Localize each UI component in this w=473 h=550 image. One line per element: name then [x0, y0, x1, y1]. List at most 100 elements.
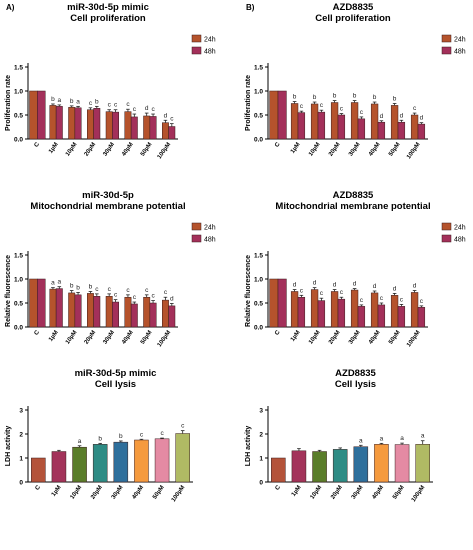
- significance-label: b: [98, 435, 102, 442]
- y-tick-label: 0.0: [14, 136, 23, 143]
- x-tick-label: 40µM: [368, 142, 382, 158]
- y-axis-label: Proliferation rate: [245, 75, 252, 131]
- legend-label: 24h: [454, 37, 466, 44]
- bar: [112, 301, 119, 328]
- chart-title-line: AZD8835: [335, 368, 376, 379]
- bar: [350, 102, 359, 140]
- y-tick-label: 0.5: [14, 112, 23, 119]
- y-tick-label: 1: [19, 455, 23, 462]
- bar: [353, 446, 369, 483]
- bar: [357, 118, 366, 140]
- bar: [49, 105, 57, 140]
- bar: [277, 278, 287, 328]
- x-tick-label: 30µM: [102, 142, 116, 158]
- bar: [310, 289, 319, 328]
- bar: [410, 114, 419, 140]
- significance-label: c: [108, 102, 112, 109]
- y-tick-label: 2: [259, 431, 263, 438]
- significance-label: d: [164, 112, 168, 119]
- significance-label: b: [76, 284, 80, 291]
- significance-label: a: [51, 280, 55, 287]
- significance-label: c: [114, 102, 118, 109]
- x-tick-label: 10µM: [65, 142, 79, 158]
- significance-label: c: [360, 109, 364, 116]
- x-tick-label: 20µM: [330, 485, 344, 501]
- bar: [175, 433, 190, 483]
- bar: [390, 295, 399, 328]
- y-tick-label: 2: [19, 431, 23, 438]
- bar: [105, 111, 113, 140]
- significance-label: c: [340, 106, 344, 113]
- chart-title-line: Mitochondrial membrane potential: [30, 201, 185, 212]
- bar: [168, 305, 176, 328]
- significance-label: b: [51, 96, 55, 103]
- legend-label: 24h: [204, 37, 216, 44]
- x-tick-label: 10µM: [308, 142, 322, 158]
- legend-swatch: [191, 46, 202, 55]
- significance-label: c: [126, 287, 130, 294]
- bar: [143, 115, 151, 140]
- significance-label: c: [181, 423, 185, 430]
- y-tick-label: 0: [19, 479, 23, 486]
- y-tick-label: 3: [259, 407, 263, 414]
- x-tick-label: 1µM: [290, 330, 302, 343]
- y-tick-label: 1.5: [14, 64, 23, 71]
- bar: [55, 106, 63, 140]
- x-tick-label: 40µM: [368, 330, 382, 346]
- y-tick-label: 0.0: [14, 324, 23, 331]
- legend-swatch: [441, 34, 452, 43]
- significance-label: a: [359, 437, 363, 444]
- y-axis-label: Relative fluorescence: [5, 255, 12, 327]
- x-tick-label: 30µM: [348, 330, 362, 346]
- bar: [330, 291, 339, 328]
- significance-label: b: [333, 93, 337, 100]
- y-tick-label: 0.5: [254, 300, 263, 307]
- bar: [37, 278, 46, 328]
- y-tick-label: 1: [259, 455, 263, 462]
- x-tick-label: 20µM: [328, 330, 342, 346]
- x-tick-label: 30µM: [102, 330, 116, 346]
- significance-label: b: [393, 95, 397, 102]
- significance-label: d: [145, 105, 149, 112]
- chart-title-line: AZD8835: [333, 2, 374, 13]
- bar: [394, 444, 410, 483]
- bar: [93, 296, 101, 328]
- x-tick-label: 100µM: [157, 330, 173, 349]
- chart-title-line: AZD8835: [333, 190, 374, 201]
- y-tick-label: 0.0: [254, 136, 263, 143]
- bar: [290, 291, 299, 328]
- x-tick-label: C: [274, 329, 282, 337]
- bar: [68, 292, 76, 328]
- bar: [124, 296, 132, 328]
- bar: [105, 296, 113, 328]
- bar: [168, 126, 176, 140]
- legend-label: 24h: [454, 225, 466, 232]
- x-tick-label: 10µM: [308, 330, 322, 346]
- chart-title-line: miR-30d-5p mimic: [75, 368, 157, 379]
- bar: [149, 116, 157, 140]
- bar: [317, 111, 326, 140]
- bar: [149, 302, 157, 328]
- significance-label: b: [89, 283, 93, 290]
- y-tick-label: 1.0: [14, 276, 23, 283]
- bar: [374, 444, 389, 483]
- x-tick-label: C: [34, 141, 42, 149]
- bar: [337, 114, 346, 140]
- significance-label: b: [293, 94, 297, 101]
- significance-label: c: [108, 286, 112, 293]
- significance-label: c: [420, 298, 424, 305]
- significance-label: a: [58, 279, 62, 286]
- bar: [93, 108, 101, 140]
- bar: [337, 298, 346, 328]
- bar: [332, 449, 348, 483]
- bar: [357, 306, 366, 328]
- legend-swatch: [191, 222, 202, 231]
- significance-label: d: [333, 282, 337, 289]
- bar: [49, 288, 57, 328]
- x-tick-label: 40µM: [371, 485, 385, 501]
- x-tick-label: 100µM: [157, 142, 173, 161]
- x-tick-label: 1µM: [48, 330, 60, 343]
- bar: [397, 121, 406, 140]
